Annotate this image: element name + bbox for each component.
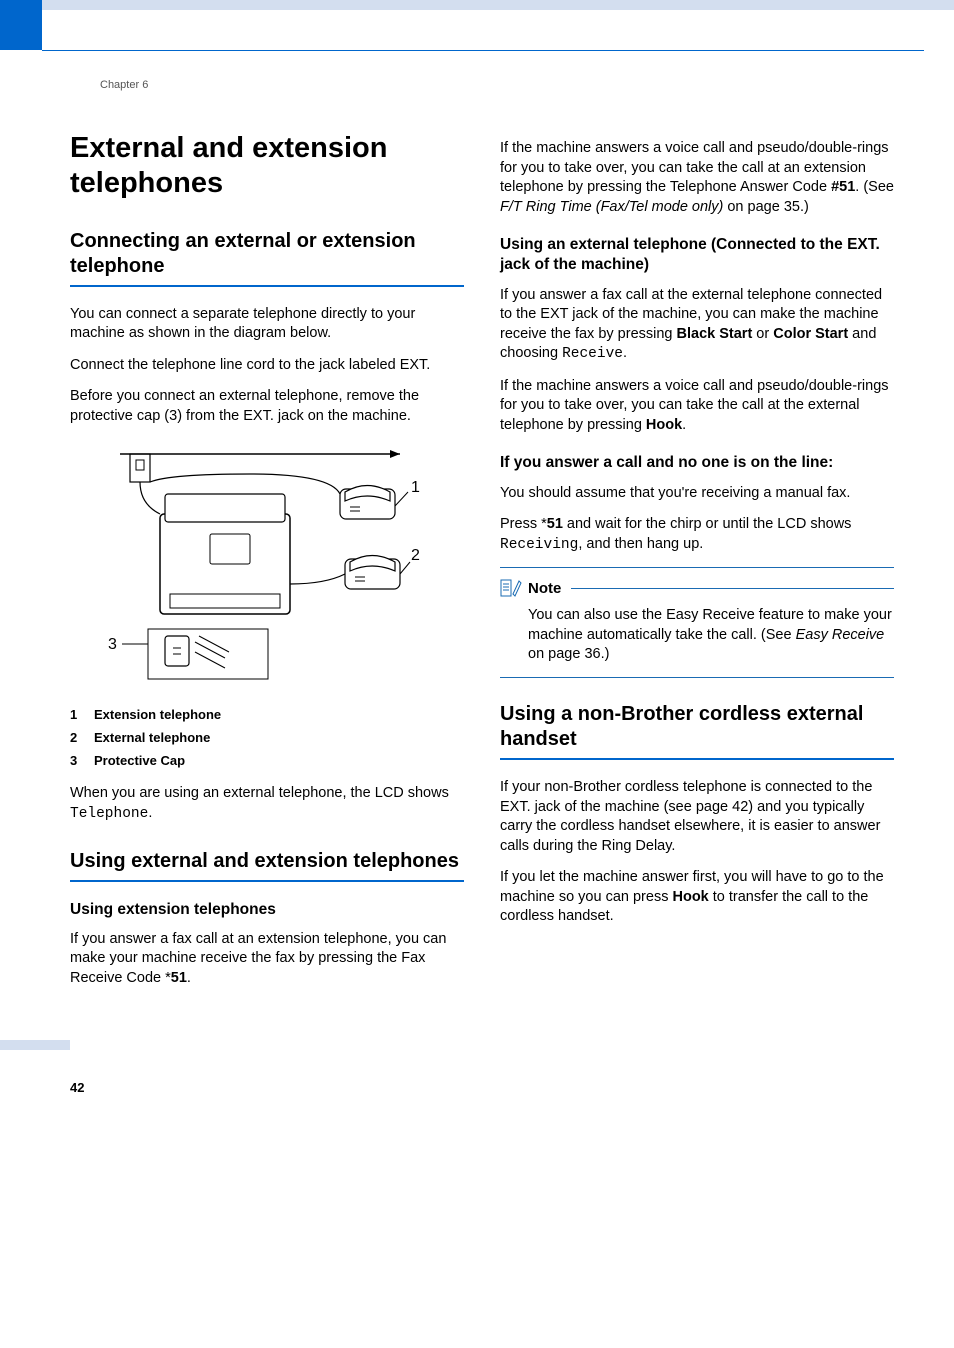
para-connect-2: Connect the telephone line cord to the j… [70,356,464,376]
para-connect-1: You can connect a separate telephone dir… [70,305,464,344]
para-cordless-2b: Hook [672,889,708,905]
connection-diagram: 1 2 3 [90,444,430,689]
legend-item-2: 2 External telephone [70,730,464,745]
para-noone-2c: 51 [547,516,563,532]
page-number: 42 [70,1080,954,1125]
legend-num-2: 2 [70,730,94,745]
para-cordless-2: If you let the machine answer first, you… [500,868,894,927]
legend-text-3: Protective Cap [94,753,185,768]
page-wrapper: Chapter 6 External and extension telepho… [0,0,954,1125]
para-extjack-1: If you answer a fax call at the external… [500,286,894,365]
para-extjack-1f: Receive [562,346,623,362]
para-extjack-2b: Hook [646,417,682,433]
para-extjack-1b: Black Start [677,326,753,342]
legend-text-1: Extension telephone [94,707,221,722]
para-extjack-2: If the machine answers a voice call and … [500,377,894,436]
subheading-ext-phones: Using extension telephones [70,900,464,920]
left-column: External and extension telephones Connec… [70,131,464,1000]
legend-num-3: 3 [70,753,94,768]
note-body-c: on page 36.) [528,646,609,662]
note-body: You can also use the Easy Receive featur… [500,606,894,665]
header-rule [42,50,924,51]
note-label: Note [528,580,561,597]
heading-cordless: Using a non-Brother cordless external ha… [500,702,894,760]
para-voice-1c: . (See [855,179,894,195]
subheading-ext-tel: Using an external telephone (Connected t… [500,235,894,275]
para-ext-1d: . [187,970,191,986]
para-lcd-prefix: When you are using an external telephone… [70,785,449,801]
para-extjack-2c: . [682,417,686,433]
note-header: Note [500,578,894,598]
para-lcd-suffix: . [148,805,152,821]
heading-using: Using external and extension telephones [70,849,464,882]
para-extjack-1d: Color Start [773,326,848,342]
para-noone-2f: , and then hang up. [578,536,703,552]
note-body-b: Easy Receive [796,627,885,643]
para-connect-3: Before you connect an external telephone… [70,387,464,426]
para-noone-2d: and wait for the chirp or until the LCD … [563,516,852,532]
bottom-stripe [0,1040,70,1050]
note-icon [500,578,522,598]
para-voice-1e: on page 35.) [723,199,808,215]
diagram-label-1: 1 [411,479,420,496]
para-cordless-1: If your non-Brother cordless telephone i… [500,778,894,856]
diagram-label-2: 2 [411,547,420,564]
legend-text-2: External telephone [94,730,210,745]
para-ext-1a: If you answer a fax call at an extension… [70,931,446,986]
diagram-svg: 1 2 3 [90,444,430,684]
para-lcd-mono: Telephone [70,806,148,822]
legend-item-3: 3 Protective Cap [70,753,464,768]
para-ext-1c: 51 [171,970,187,986]
para-noone-2: Press *51 and wait for the chirp or unti… [500,515,894,555]
top-bar [0,0,954,10]
note-box: Note You can also use the Easy Receive f… [500,567,894,678]
para-voice-1: If the machine answers a voice call and … [500,139,894,217]
note-rule [571,588,894,589]
para-noone-2a: Press [500,516,541,532]
para-lcd: When you are using an external telephone… [70,784,464,824]
legend-num-1: 1 [70,707,94,722]
para-voice-1b: #51 [831,179,855,195]
legend-item-1: 1 Extension telephone [70,707,464,722]
para-extjack-1g: . [623,345,627,361]
para-noone-1: You should assume that you're receiving … [500,484,894,504]
left-tab [0,0,42,50]
heading-connecting: Connecting an external or extension tele… [70,229,464,287]
right-column: If the machine answers a voice call and … [500,131,894,1000]
subheading-noone: If you answer a call and no one is on th… [500,453,894,473]
para-voice-1d: F/T Ring Time (Fax/Tel mode only) [500,199,723,215]
para-extjack-2a: If the machine answers a voice call and … [500,378,889,433]
para-ext-1: If you answer a fax call at an extension… [70,930,464,989]
diagram-label-3: 3 [108,636,117,653]
para-extjack-1c: or [752,326,773,342]
para-noone-2e: Receiving [500,537,578,553]
page-title: External and extension telephones [70,131,464,201]
content-columns: External and extension telephones Connec… [0,91,954,1040]
chapter-label: Chapter 6 [100,79,954,91]
